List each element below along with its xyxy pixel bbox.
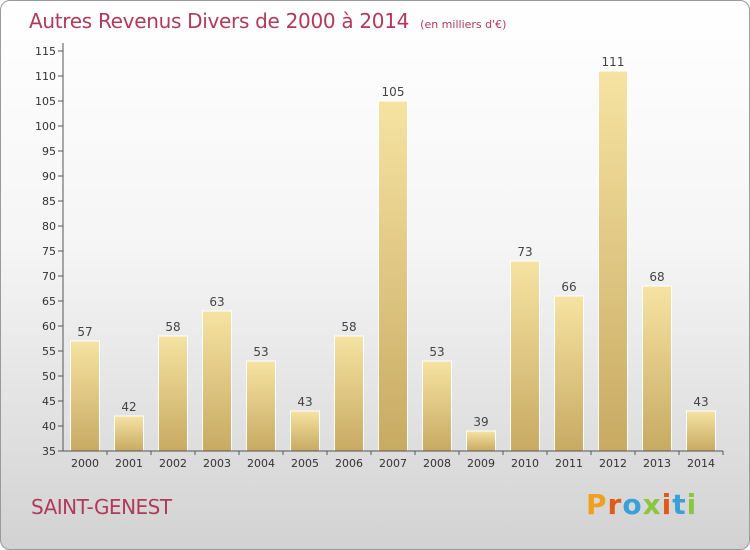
y-tick-label-40: 40 (42, 420, 56, 433)
data-label-2000: 57 (77, 325, 92, 339)
x-tick-label-2014: 2014 (687, 457, 715, 470)
bar-2000 (70, 340, 100, 452)
bar-2001 (114, 415, 144, 452)
bar-2013 (642, 285, 672, 452)
data-label-2009: 39 (473, 415, 488, 429)
data-label-2003: 63 (209, 295, 224, 309)
data-label-2012: 111 (602, 55, 625, 69)
data-label-2010: 73 (517, 245, 532, 259)
bar-2010 (510, 260, 540, 452)
bars-layer: 57 42 58 63 53 43 58 105 53 39 73 66 111 68 43 (70, 55, 716, 452)
x-tick-label-2009: 2009 (467, 457, 495, 470)
chart-heading: Autres Revenus Divers de 2000 à 2014 (en… (29, 9, 506, 33)
y-tick-label-35: 35 (42, 445, 56, 458)
data-label-2013: 68 (649, 270, 664, 284)
y-tick-label-70: 70 (42, 270, 56, 283)
y-tick-label-55: 55 (42, 345, 56, 358)
y-tick-label-115: 115 (35, 45, 56, 58)
x-tick-label-2010: 2010 (511, 457, 539, 470)
y-tick-label-75: 75 (42, 245, 56, 258)
logo-letter: o (622, 488, 643, 521)
logo-letter: P (586, 488, 608, 521)
bar-2012 (598, 70, 628, 452)
proxiti-logo: Proxiti (586, 488, 697, 521)
data-label-2008: 53 (429, 345, 444, 359)
bar-2006 (334, 335, 364, 452)
data-label-2007: 105 (382, 85, 405, 99)
data-label-2005: 43 (297, 395, 312, 409)
x-tick-label-2001: 2001 (115, 457, 143, 470)
data-label-2004: 53 (253, 345, 268, 359)
bar-2008 (422, 360, 452, 452)
y-tick-label-45: 45 (42, 395, 56, 408)
x-tick-label-2003: 2003 (203, 457, 231, 470)
y-tick-label-85: 85 (42, 195, 56, 208)
bar-2011 (554, 295, 584, 452)
x-tick-label-2013: 2013 (643, 457, 671, 470)
logo-letter: x (642, 488, 662, 521)
data-label-2014: 43 (693, 395, 708, 409)
x-tick-label-2002: 2002 (159, 457, 187, 470)
y-tick-label-100: 100 (35, 120, 56, 133)
data-label-2002: 58 (165, 320, 180, 334)
y-tick-label-65: 65 (42, 295, 56, 308)
data-label-2011: 66 (561, 280, 576, 294)
bar-2005 (290, 410, 320, 452)
logo-letter: i (686, 488, 698, 521)
y-tick-label-80: 80 (42, 220, 56, 233)
chart-title: Autres Revenus Divers de 2000 à 2014 (29, 9, 410, 33)
x-tick-label-2000: 2000 (71, 457, 99, 470)
data-label-2001: 42 (121, 400, 136, 414)
y-tick-label-105: 105 (35, 95, 56, 108)
x-tick-label-2008: 2008 (423, 457, 451, 470)
x-tick-label-2007: 2007 (379, 457, 407, 470)
y-tick-label-110: 110 (35, 70, 56, 83)
place-name: SAINT-GENEST (31, 495, 172, 519)
chart-subtitle: (en milliers d'€) (420, 18, 507, 31)
x-tick-label-2005: 2005 (291, 457, 319, 470)
logo-letter: t (672, 488, 687, 521)
bar-2014 (686, 410, 716, 452)
y-tick-label-90: 90 (42, 170, 56, 183)
bar-2007 (378, 100, 408, 452)
axes-layer: 2000 2001 2002 2003 2004 2005 2006 2007 2008 2009… (35, 43, 724, 470)
x-tick-label-2004: 2004 (247, 457, 275, 470)
y-tick-label-95: 95 (42, 145, 56, 158)
bar-2002 (158, 335, 188, 452)
y-tick-label-60: 60 (42, 320, 56, 333)
bar-2003 (202, 310, 232, 452)
bar-2004 (246, 360, 276, 452)
logo-letter: r (607, 488, 623, 521)
y-tick-label-50: 50 (42, 370, 56, 383)
logo-letter: i (661, 488, 673, 521)
bar-2009 (466, 430, 496, 452)
x-tick-label-2011: 2011 (555, 457, 583, 470)
data-label-2006: 58 (341, 320, 356, 334)
x-tick-label-2012: 2012 (599, 457, 627, 470)
x-tick-label-2006: 2006 (335, 457, 363, 470)
